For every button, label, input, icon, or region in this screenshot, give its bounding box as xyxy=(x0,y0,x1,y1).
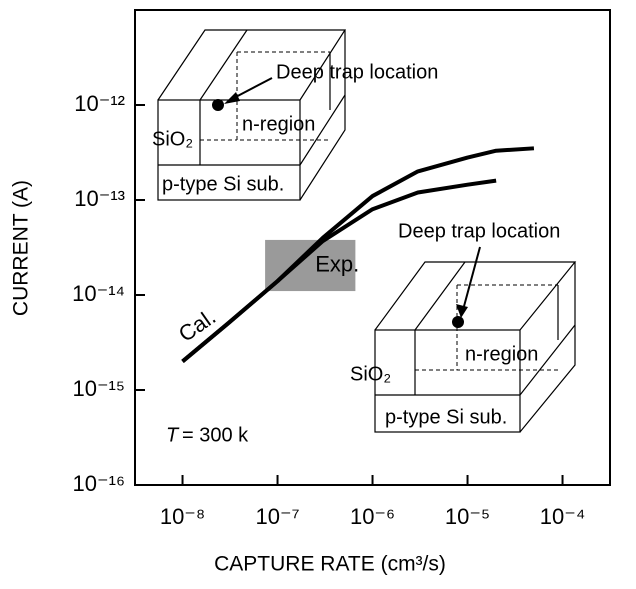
x-tick-label: 10⁻⁷ xyxy=(256,504,300,529)
inset-label: p-type Si sub. xyxy=(385,406,507,428)
x-tick-label: 10⁻⁴ xyxy=(540,504,586,529)
inset-label: Deep trap location xyxy=(398,220,560,242)
inset-diagram: Deep trap location n-region SiO₂ p-type … xyxy=(152,30,438,200)
inset-label: n-region xyxy=(465,343,538,365)
y-tick-label: 10⁻¹⁵ xyxy=(72,376,125,401)
inset-diagram: Deep trap location n-region SiO₂ p-type … xyxy=(350,220,575,432)
annotation: = 300 k xyxy=(182,424,249,446)
x-tick-label: 10⁻⁶ xyxy=(350,504,395,529)
y-tick-label: 10⁻¹³ xyxy=(74,186,125,211)
x-axis-title: CAPTURE RATE (cm³/s) xyxy=(214,553,446,576)
x-tick-label: 10⁻⁵ xyxy=(445,504,490,529)
y-axis-title: CURRENT (A) xyxy=(10,180,33,316)
y-tick-label: 10⁻¹² xyxy=(74,91,125,116)
inset-label: SiO₂ xyxy=(350,363,391,385)
y-tick-label: 10⁻¹⁶ xyxy=(73,471,125,496)
exp-label: Exp. xyxy=(315,251,359,276)
chart: CAPTURE RATE (cm³/s) CURRENT (A) Deep tr… xyxy=(0,0,636,584)
y-tick-label: 10⁻¹⁴ xyxy=(72,281,125,306)
inset-label: n-region xyxy=(242,113,315,135)
x-tick-label: 10⁻⁸ xyxy=(160,504,205,529)
inset-label: Deep trap location xyxy=(276,61,438,83)
inset-label: SiO₂ xyxy=(152,128,193,150)
annotation: Cal. xyxy=(174,304,220,347)
inset-label: p-type Si sub. xyxy=(162,173,284,195)
annotation: T xyxy=(166,424,180,446)
